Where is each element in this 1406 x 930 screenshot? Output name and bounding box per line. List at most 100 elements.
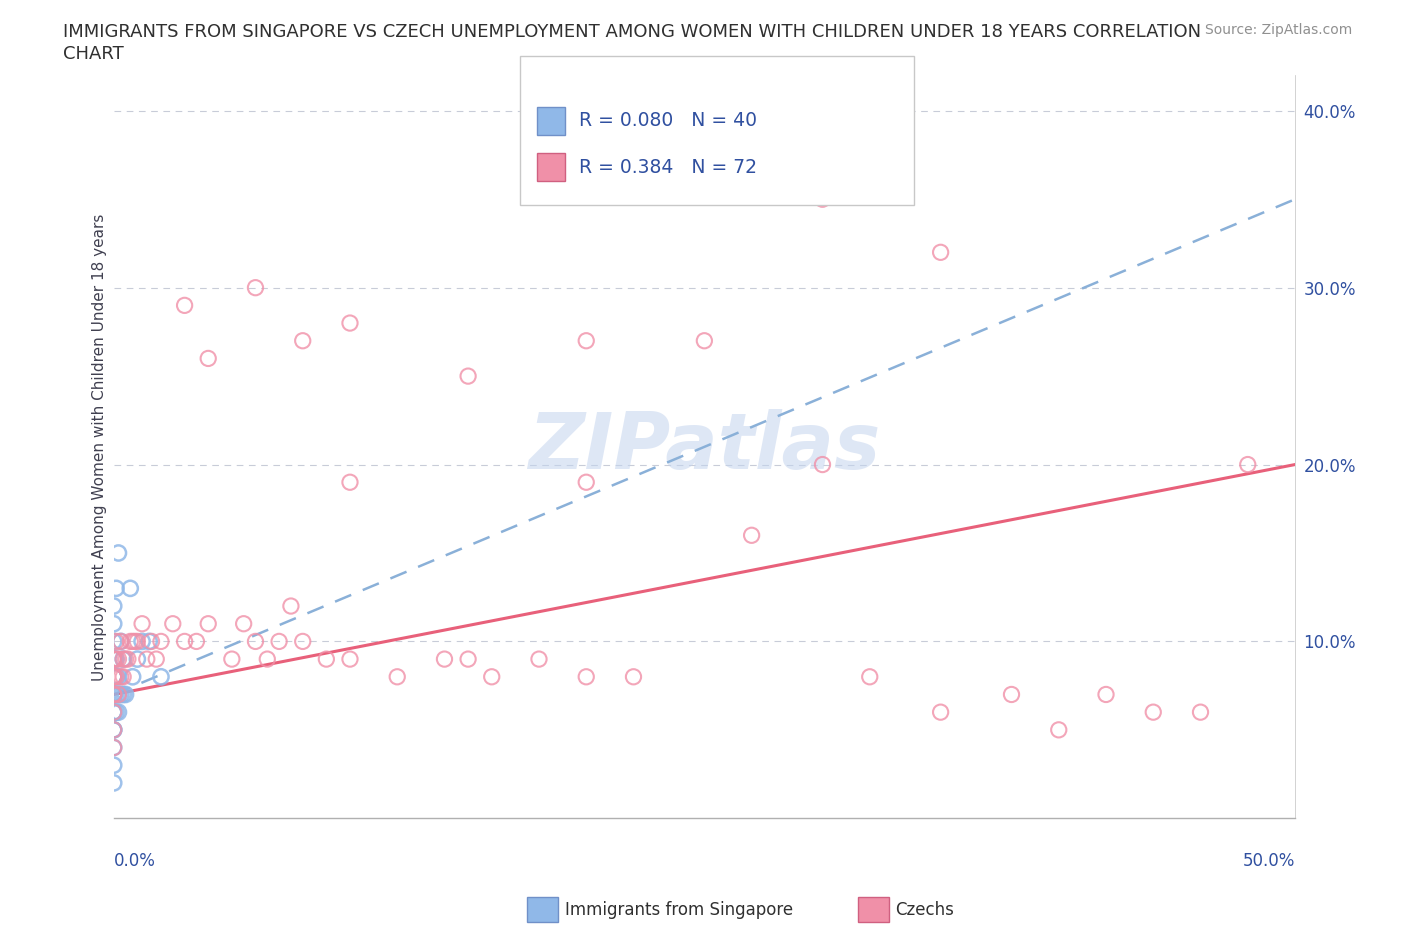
Point <box>1000 687 1022 702</box>
Point <box>107 546 129 561</box>
Point <box>103 617 125 631</box>
Point <box>741 528 763 543</box>
Text: R = 0.384   N = 72: R = 0.384 N = 72 <box>579 158 758 177</box>
Point <box>103 705 125 720</box>
Text: Czechs: Czechs <box>896 900 955 919</box>
Text: CHART: CHART <box>63 45 124 62</box>
Point <box>110 634 132 649</box>
Point <box>103 723 125 737</box>
Point <box>245 634 267 649</box>
Point <box>121 634 143 649</box>
Point <box>103 740 125 755</box>
Point <box>107 687 129 702</box>
Point <box>103 652 125 667</box>
Point <box>103 687 125 702</box>
Point <box>811 192 834 206</box>
Point <box>291 634 314 649</box>
Point <box>315 652 337 667</box>
Point <box>173 634 195 649</box>
Point <box>103 652 125 667</box>
Point <box>138 634 160 649</box>
Point <box>120 581 142 596</box>
Point <box>575 333 598 348</box>
Point <box>457 368 479 383</box>
Point <box>575 670 598 684</box>
Point <box>103 670 125 684</box>
Point <box>127 634 149 649</box>
Point <box>103 776 125 790</box>
Point <box>929 245 952 259</box>
Point <box>131 634 153 649</box>
Point <box>105 705 128 720</box>
Point <box>112 652 135 667</box>
Point <box>107 670 129 684</box>
Point <box>1236 458 1258 472</box>
Point <box>105 634 128 649</box>
Point <box>103 687 125 702</box>
Point <box>291 333 314 348</box>
Point <box>141 634 163 649</box>
Point <box>131 617 153 631</box>
Point <box>197 351 219 365</box>
Point <box>221 652 243 667</box>
Point <box>105 687 128 702</box>
Text: 0.0%: 0.0% <box>114 852 156 870</box>
Point <box>245 280 267 295</box>
Point <box>197 617 219 631</box>
Point <box>527 652 550 667</box>
Point <box>103 723 125 737</box>
Point <box>103 687 125 702</box>
Point <box>107 687 129 702</box>
Point <box>127 652 149 667</box>
Point <box>103 670 125 684</box>
Point <box>929 705 952 720</box>
Point <box>124 634 146 649</box>
Point <box>120 634 142 649</box>
Point <box>105 581 128 596</box>
Point <box>1142 705 1164 720</box>
Point <box>387 670 409 684</box>
Point <box>481 670 503 684</box>
Point <box>103 670 125 684</box>
Point <box>575 475 598 490</box>
Point <box>103 687 125 702</box>
Point <box>117 652 139 667</box>
Point <box>105 670 128 684</box>
Point <box>339 475 361 490</box>
Point <box>105 670 128 684</box>
Text: R = 0.080   N = 40: R = 0.080 N = 40 <box>579 112 758 130</box>
Point <box>110 670 132 684</box>
Point <box>114 687 136 702</box>
Point <box>232 617 254 631</box>
Point <box>339 652 361 667</box>
Point <box>103 687 125 702</box>
Point <box>103 740 125 755</box>
Point <box>112 687 135 702</box>
Point <box>339 315 361 330</box>
Point <box>105 652 128 667</box>
Point <box>457 652 479 667</box>
Point <box>112 652 135 667</box>
Point <box>149 670 172 684</box>
Point <box>1047 723 1070 737</box>
Point <box>105 652 128 667</box>
Point <box>859 670 882 684</box>
Point <box>623 670 645 684</box>
Point <box>186 634 208 649</box>
Point <box>145 652 167 667</box>
Point <box>269 634 291 649</box>
Point <box>1095 687 1118 702</box>
Text: ZIPatlas: ZIPatlas <box>529 409 880 485</box>
Text: Source: ZipAtlas.com: Source: ZipAtlas.com <box>1205 23 1353 37</box>
Point <box>107 705 129 720</box>
Point <box>103 705 125 720</box>
Point <box>103 634 125 649</box>
Text: Immigrants from Singapore: Immigrants from Singapore <box>565 900 793 919</box>
Point <box>103 652 125 667</box>
Point <box>110 687 132 702</box>
Point <box>114 652 136 667</box>
Point <box>103 705 125 720</box>
Point <box>103 758 125 773</box>
Point <box>162 617 184 631</box>
Point <box>811 458 834 472</box>
